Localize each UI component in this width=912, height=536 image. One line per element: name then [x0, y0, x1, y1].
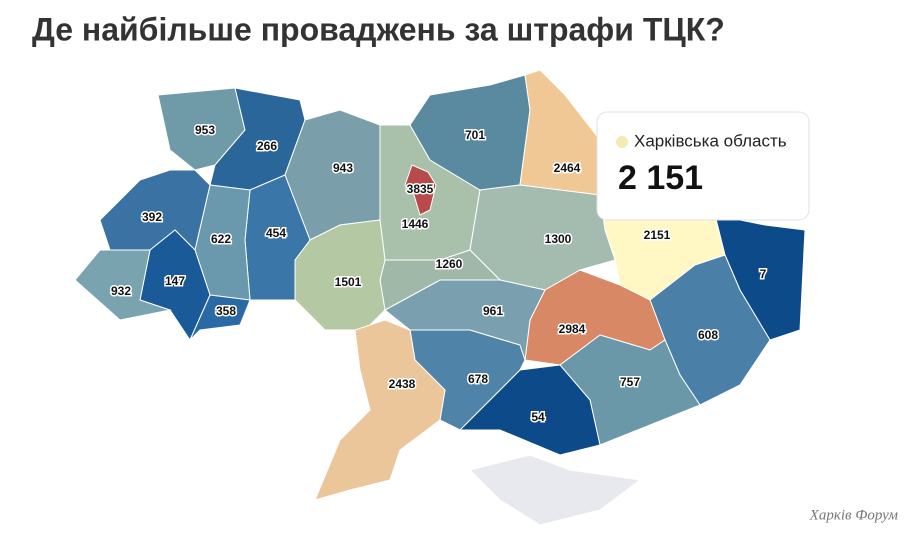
- region-value: 961: [483, 304, 503, 318]
- region-value: 3835: [407, 182, 434, 196]
- region-value: 1501: [335, 275, 362, 289]
- region-value: 701: [465, 128, 485, 142]
- region-value: 54: [531, 410, 545, 424]
- region-value: 392: [142, 210, 162, 224]
- region-value: 953: [195, 123, 215, 137]
- tooltip-marker: [616, 136, 628, 148]
- region-value: 147: [165, 274, 185, 288]
- title: Де найбільше проваджень за штрафи ТЦК?: [32, 11, 725, 47]
- region-value: 2151: [644, 228, 671, 242]
- region-value: 622: [211, 232, 231, 246]
- labels: 953 266 943 1446 701 2464 2151 7 608 1300 2984 757 5…: [109, 122, 768, 426]
- crimea: [469, 454, 642, 526]
- tooltip-name: Харківська область: [634, 131, 787, 150]
- region-value: 678: [468, 372, 488, 386]
- region-value: 757: [620, 375, 640, 389]
- region-value: 1300: [545, 232, 572, 246]
- region-value: 454: [266, 226, 286, 240]
- region: [314, 319, 446, 501]
- region: [74, 249, 172, 321]
- region: [404, 164, 437, 216]
- tooltip-value: 2 151: [618, 159, 703, 197]
- region-value: 2438: [389, 377, 416, 391]
- region-value: 266: [257, 139, 277, 153]
- region-value: 358: [216, 304, 236, 318]
- region: [519, 69, 601, 196]
- map: [74, 69, 806, 526]
- region-value: 2464: [554, 161, 581, 175]
- tooltip-box: [596, 111, 810, 221]
- region-value: 1446: [402, 217, 429, 231]
- region-value: 943: [333, 161, 353, 175]
- region-value: 1260: [436, 257, 463, 271]
- region-value: 608: [698, 328, 718, 342]
- watermark: Харків Форум: [809, 507, 899, 523]
- region-value: 2984: [559, 322, 586, 336]
- region: [189, 294, 251, 341]
- region-value: 7: [760, 267, 767, 281]
- region-value: 932: [111, 284, 131, 298]
- tooltip: Харківська область 2 151: [596, 111, 810, 221]
